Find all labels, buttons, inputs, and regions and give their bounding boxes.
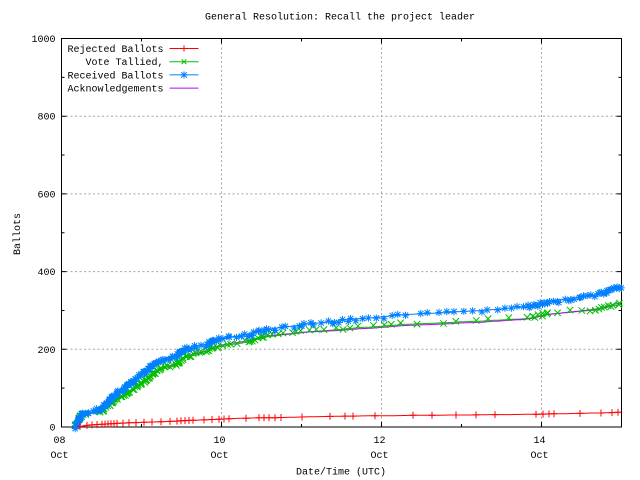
- svg-text:400: 400: [37, 268, 55, 279]
- svg-text:200: 200: [37, 346, 55, 357]
- svg-text:Oct: Oct: [530, 451, 548, 462]
- svg-text:General Resolution: Recall the: General Resolution: Recall the project l…: [205, 12, 475, 24]
- svg-text:800: 800: [37, 113, 55, 124]
- svg-text:Oct: Oct: [50, 451, 68, 462]
- svg-text:Acknowledgements: Acknowledgements: [67, 84, 163, 96]
- svg-text:1000: 1000: [31, 35, 55, 46]
- svg-text:08: 08: [53, 436, 65, 447]
- svg-text:600: 600: [37, 190, 55, 201]
- svg-text:Ballots: Ballots: [12, 213, 24, 255]
- svg-text:Rejected Ballots: Rejected Ballots: [67, 44, 163, 56]
- svg-text:0: 0: [49, 424, 55, 435]
- svg-text:Oct: Oct: [370, 451, 388, 462]
- svg-text:Oct: Oct: [210, 451, 228, 462]
- svg-text:10: 10: [213, 436, 225, 447]
- svg-text:Date/Time (UTC): Date/Time (UTC): [296, 467, 386, 479]
- svg-text:14: 14: [533, 436, 545, 447]
- svg-text:Vote Tallied,: Vote Tallied,: [85, 57, 163, 69]
- svg-text:12: 12: [373, 436, 385, 447]
- svg-text:Received Ballots: Received Ballots: [67, 70, 163, 82]
